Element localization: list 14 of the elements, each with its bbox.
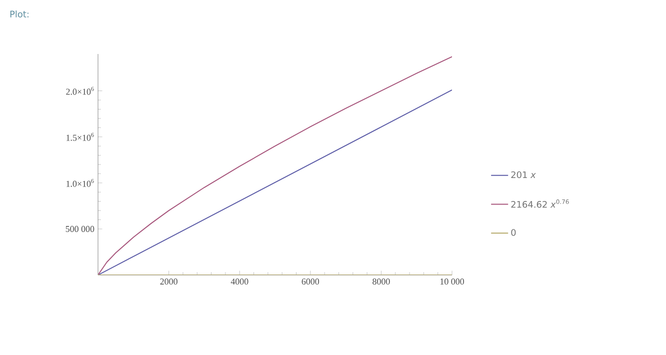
x-tick-label: 6000 (302, 278, 320, 285)
x-tick-label: 2000 (160, 278, 178, 285)
y-tick-label: 500 000 (66, 226, 94, 232)
x-tick-label: 4000 (230, 278, 248, 285)
y-tick-label: 2.0×10$^{6}$ (66, 86, 94, 95)
legend-label: 201 x (511, 171, 536, 178)
legend-label: 2164.62 x$^{0.76}$ (511, 199, 569, 208)
legend-label: 0 (511, 229, 516, 236)
text: Plot: (10, 10, 28, 18)
line-series (98, 56, 452, 275)
y-tick-label: 1.5×10$^{6}$ (66, 132, 94, 141)
x-tick-label: 8000 (372, 278, 390, 285)
y-tick-label: 1.0×10$^{6}$ (66, 178, 94, 187)
x-tick-label: 10 000 (440, 278, 464, 285)
